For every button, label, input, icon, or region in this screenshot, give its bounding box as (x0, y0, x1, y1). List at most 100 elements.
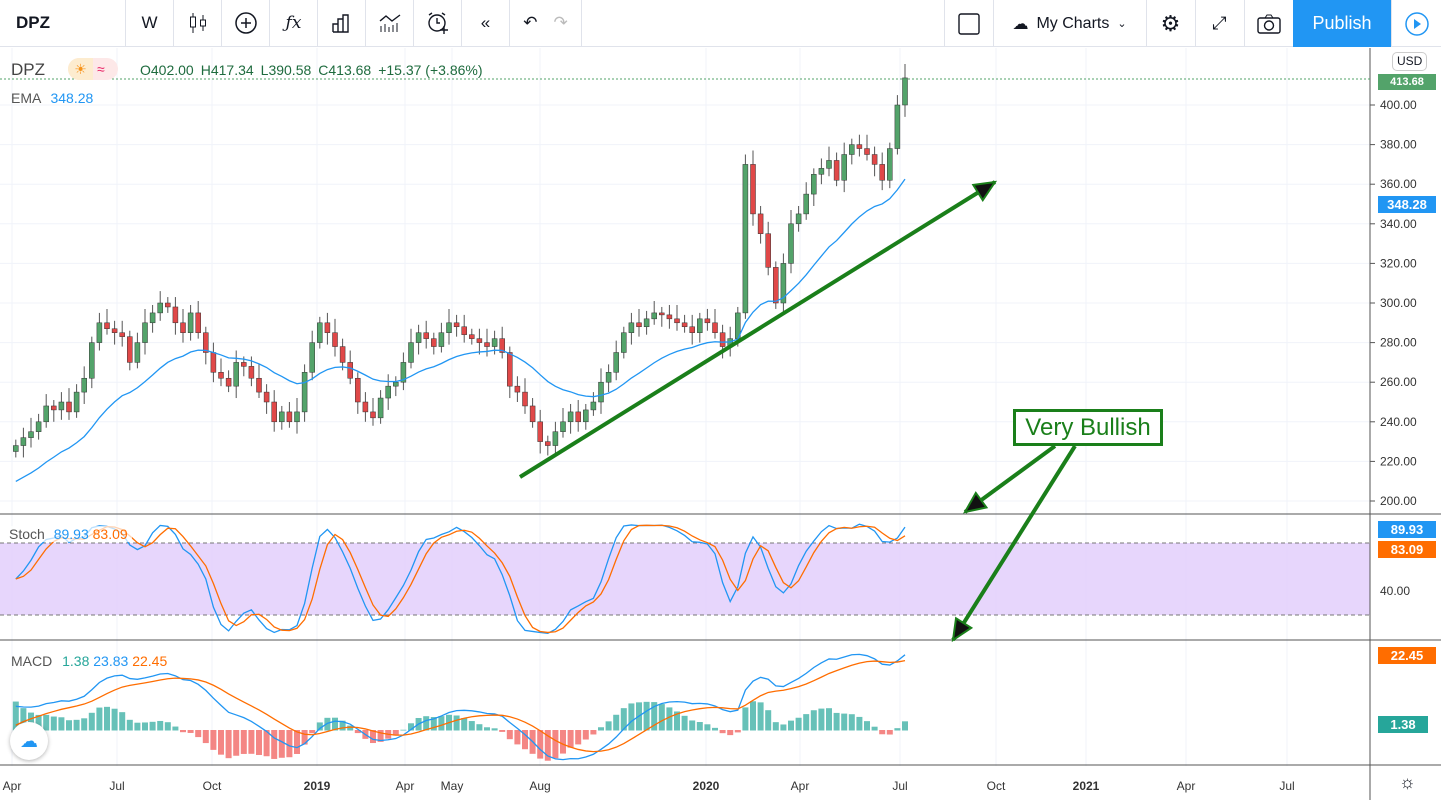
candle (408, 342, 414, 363)
currency-button[interactable]: USD (1392, 52, 1428, 71)
candle (355, 377, 361, 403)
stoch-label: Stoch (9, 526, 45, 542)
macd-histogram-bar (772, 722, 779, 731)
stoch-legend[interactable]: Stoch 89.93 83.09 (5, 526, 132, 542)
candle (51, 405, 57, 411)
macd-histogram-bar (271, 730, 278, 759)
time-tick-label: Apr (396, 779, 415, 793)
macd-histogram-bar (453, 715, 460, 731)
play-circle-icon[interactable] (1391, 0, 1441, 47)
candle (476, 338, 483, 343)
macd-histogram-bar (582, 730, 589, 740)
macd-legend[interactable]: MACD 1.38 23.83 22.45 (11, 653, 167, 669)
ema-value: 348.28 (50, 90, 94, 106)
candle (286, 411, 293, 423)
macd-histogram-bar (180, 730, 186, 733)
stoch-k-tag: 89.93 (1378, 521, 1436, 538)
very-bullish-annotation[interactable]: Very Bullish (1013, 409, 1163, 446)
templates-icon[interactable] (366, 0, 414, 47)
stoch-d-line (15, 524, 906, 634)
candle (484, 342, 490, 347)
financials-bar-icon[interactable] (318, 0, 366, 47)
candle (491, 338, 498, 347)
candle (871, 154, 878, 165)
macd-histogram-bar (96, 707, 103, 731)
candle (712, 322, 718, 333)
candle (104, 322, 110, 329)
price-tick-label: 380.00 (1380, 138, 1417, 152)
ema-legend[interactable]: EMA 348.28 (11, 90, 93, 106)
time-tick-label: 2019 (304, 779, 331, 793)
close-value: C413.68 (318, 62, 372, 78)
macd-histogram-bar (111, 708, 118, 731)
candle (803, 193, 809, 215)
camera-icon[interactable] (1244, 0, 1292, 47)
ohlc-legend: O402.00 H417.34 L390.58 C413.68 +15.37 (+3.8… (140, 62, 483, 78)
symbol-search[interactable]: DPZ (0, 0, 126, 47)
annotation-arrow-macd (951, 444, 1077, 642)
macd-histogram-bar (12, 701, 19, 731)
chevron-down-icon: ⌄ (1117, 18, 1127, 30)
redo-icon[interactable]: ↷ (553, 13, 568, 32)
chart-canvas[interactable]: 400.00 380.00 360.00 340.00 320.00 300.00 280.… (0, 48, 1441, 800)
settings-gear-icon[interactable]: ⚙ (1146, 0, 1194, 47)
macd-histogram-bar (316, 722, 323, 731)
candle (332, 332, 338, 347)
candles-icon[interactable] (174, 0, 222, 47)
candle (301, 372, 308, 413)
candle (856, 144, 863, 149)
candle (279, 411, 285, 423)
macd-histogram-bar (567, 730, 574, 748)
publish-button[interactable]: Publish (1293, 0, 1391, 47)
candle (453, 322, 460, 328)
macd-histogram-bar (20, 708, 27, 731)
time-tick-label: Jul (1279, 779, 1294, 793)
macd-histogram-bar (681, 715, 688, 731)
candle (704, 318, 711, 324)
compare-plus-icon[interactable] (222, 0, 270, 47)
candle (172, 306, 179, 324)
alert-clock-icon[interactable] (414, 0, 462, 47)
fullscreen-icon[interactable]: ⤢ (1195, 0, 1243, 47)
ema-line (15, 178, 906, 482)
axis-settings-gear-icon[interactable]: ☼ (1399, 772, 1416, 792)
macd-histogram-bar (157, 720, 164, 731)
macd-histogram-bar (423, 716, 430, 731)
macd-histogram-bar (886, 730, 893, 735)
annotation-arrow-stoch-head (963, 491, 989, 514)
macd-histogram-bar (461, 718, 468, 731)
layout-square-icon[interactable] (944, 0, 992, 47)
macd-histogram-bar (514, 730, 521, 745)
macd-histogram-bar (339, 720, 346, 731)
macd-histogram-bar (392, 730, 399, 736)
macd-signal-line (15, 659, 906, 753)
macd-line-value: 23.83 (93, 653, 129, 669)
candle (811, 174, 817, 195)
macd-histogram-bar (575, 730, 582, 745)
candle (742, 164, 749, 314)
ema-label: EMA (11, 90, 41, 106)
legend-symbol: DPZ (11, 60, 45, 79)
interval-button[interactable]: W (126, 0, 174, 47)
candle (180, 322, 186, 333)
macd-histogram-bar (430, 717, 437, 731)
my-charts-button[interactable]: ☁ My Charts ⌄ (993, 0, 1145, 47)
macd-histogram-bar (491, 728, 498, 731)
candle (347, 362, 353, 379)
candle (317, 322, 323, 343)
macd-histogram-bar (286, 730, 293, 758)
candle (461, 326, 467, 335)
candle (96, 322, 103, 343)
tradingview-logo-icon[interactable]: ☁ (10, 722, 48, 760)
macd-histogram-bar (484, 727, 490, 731)
macd-histogram-bar (126, 719, 133, 731)
undo-icon[interactable]: ↶ (523, 13, 538, 32)
replay-rewind-icon[interactable]: « (462, 0, 510, 47)
macd-histogram-bar (651, 702, 658, 731)
indicators-fx-icon[interactable]: ƒx (270, 0, 318, 47)
macd-histogram-bar (795, 717, 802, 731)
candle (719, 332, 726, 347)
candle (157, 302, 163, 314)
macd-histogram-bar (476, 724, 483, 731)
time-tick-label: Apr (3, 779, 22, 793)
